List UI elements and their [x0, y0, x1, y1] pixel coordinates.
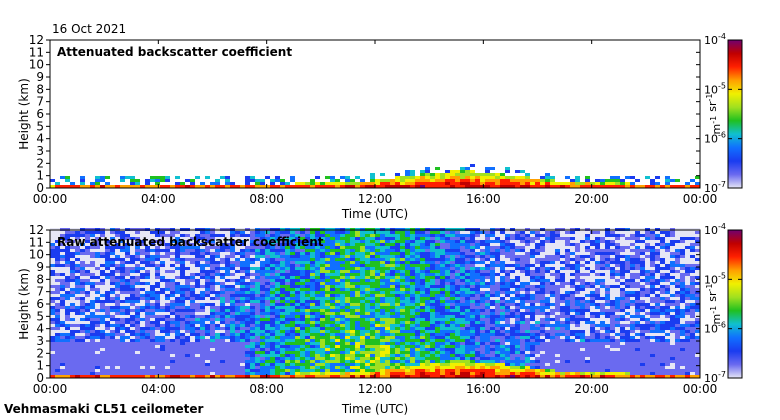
x-axis-label-bottom: Time (UTC)	[341, 402, 408, 416]
y-tick-label: 8	[36, 82, 44, 96]
colorbar-tick-label: 10-6	[704, 321, 726, 336]
y-axis-label-top: Height (km)	[17, 78, 31, 149]
x-tick-label: 16:00	[466, 192, 501, 206]
x-tick-label: 00:00	[683, 192, 718, 206]
y-tick-label: 11	[29, 235, 44, 249]
y-tick-label: 0	[36, 181, 44, 195]
y-tick-label: 10	[29, 58, 44, 72]
panel-title-top: Attenuated backscatter coefficient	[57, 45, 292, 59]
y-tick-label: 5	[36, 309, 44, 323]
colorbar-tick-label: 10-4	[704, 222, 726, 237]
x-tick-label: 20:00	[574, 382, 609, 396]
y-tick-label: 0	[36, 371, 44, 385]
y-tick-label: 11	[29, 45, 44, 59]
instrument-label: Vehmasmaki CL51 ceilometer	[4, 402, 204, 416]
x-axis-label-top: Time (UTC)	[341, 207, 408, 221]
panel-title-bottom: Raw attenuated backscatter coefficient	[57, 235, 324, 249]
y-tick-label: 6	[36, 107, 44, 121]
colorbar-tick-label: 10-5	[704, 81, 726, 96]
x-tick-label: 20:00	[574, 192, 609, 206]
y-tick-label: 4	[36, 132, 44, 146]
y-tick-label: 7	[36, 285, 44, 299]
x-tick-label: 16:00	[466, 382, 501, 396]
x-tick-label: 08:00	[249, 192, 284, 206]
date-label: 16 Oct 2021	[52, 22, 127, 36]
x-axis-ticks-bottom: 00:00 04:00 08:00 12:00 16:00 20:00 00:00	[33, 230, 718, 396]
colorbar-unit-label: m-1sr-1	[705, 94, 723, 135]
heatmap-top	[50, 164, 700, 188]
y-axis-label-bottom: Height (km)	[17, 268, 31, 339]
y-tick-label: 2	[36, 156, 44, 170]
y-tick-label: 9	[36, 70, 44, 84]
colorbar-tick-label: 10-7	[704, 180, 726, 195]
colorbar-bar	[727, 39, 743, 189]
y-tick-label: 3	[36, 144, 44, 158]
x-tick-label: 12:00	[358, 382, 393, 396]
y-tick-label: 9	[36, 260, 44, 274]
x-tick-label: 00:00	[33, 192, 68, 206]
y-tick-label: 12	[29, 223, 44, 237]
x-tick-label: 00:00	[33, 382, 68, 396]
y-tick-label: 2	[36, 346, 44, 360]
colorbar-top: 10-4 10-5 10-6 10-7 m-1sr-1	[704, 32, 743, 195]
x-tick-label: 04:00	[141, 192, 176, 206]
y-tick-label: 4	[36, 322, 44, 336]
y-tick-label: 1	[36, 359, 44, 373]
x-tick-label: 08:00	[249, 382, 284, 396]
x-tick-label: 12:00	[358, 192, 393, 206]
y-tick-label: 3	[36, 334, 44, 348]
x-tick-label: 00:00	[683, 382, 718, 396]
colorbar-tick-label: 10-5	[704, 271, 726, 286]
colorbar-tick-label: 10-7	[704, 370, 726, 385]
heatmap-bottom	[50, 228, 700, 378]
y-tick-label: 5	[36, 119, 44, 133]
colorbar-unit-label: m-1sr-1	[705, 284, 723, 325]
colorbar-tick-label: 10-6	[704, 131, 726, 146]
y-tick-label: 6	[36, 297, 44, 311]
colorbar-tick-label: 10-4	[704, 32, 726, 47]
plot-area-top	[50, 40, 700, 188]
x-axis-ticks-top: 00:00 04:00 08:00 12:00 16:00 20:00 00:00	[33, 40, 718, 206]
y-tick-label: 12	[29, 33, 44, 47]
x-tick-label: 04:00	[141, 382, 176, 396]
y-tick-label: 7	[36, 95, 44, 109]
colorbar-bar	[727, 229, 743, 379]
y-tick-label: 10	[29, 248, 44, 262]
y-tick-label: 8	[36, 272, 44, 286]
colorbar-bottom: 10-4 10-5 10-6 10-7 m-1sr-1	[704, 222, 743, 385]
y-tick-label: 1	[36, 169, 44, 183]
